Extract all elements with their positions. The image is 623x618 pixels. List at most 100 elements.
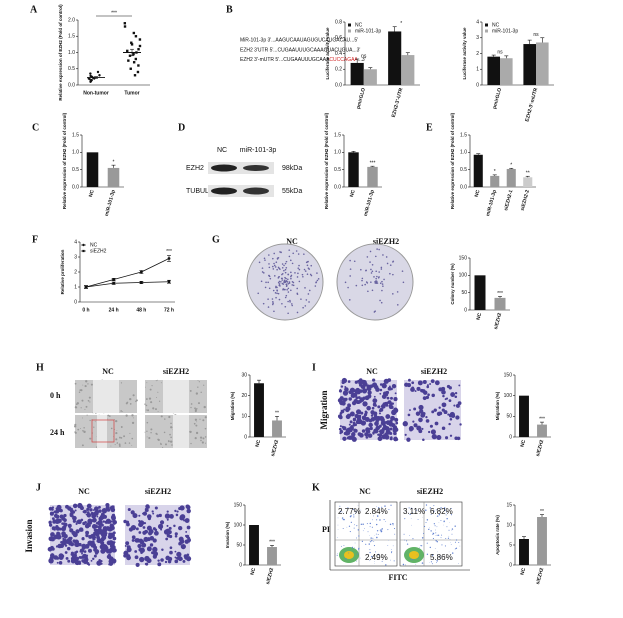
colony [347, 286, 349, 289]
colony [291, 262, 294, 265]
texture [415, 563, 417, 565]
colony [355, 284, 358, 287]
y-tick-label: 1.5 [68, 34, 75, 40]
texture [95, 521, 99, 525]
colony [283, 269, 285, 272]
texture [74, 406, 78, 409]
y-tick-label: 0.0 [68, 82, 75, 88]
texture [417, 380, 423, 386]
texture [82, 417, 84, 419]
colony [382, 254, 384, 256]
texture [426, 384, 429, 387]
texture [151, 385, 153, 387]
texture [51, 553, 54, 556]
texture [145, 386, 146, 388]
texture [102, 510, 106, 513]
texture [431, 410, 435, 414]
texture [107, 534, 113, 540]
colony [289, 259, 292, 262]
texture [165, 443, 167, 446]
panel-label: H [36, 362, 44, 373]
texture [200, 439, 202, 442]
texture [92, 557, 95, 561]
texture [411, 524, 413, 526]
texture [187, 536, 191, 540]
texture [93, 426, 95, 428]
colony [375, 270, 378, 273]
texture [371, 406, 375, 410]
texture [80, 428, 81, 430]
population [409, 551, 419, 559]
texture [143, 536, 149, 542]
texture [378, 430, 381, 433]
texture [436, 435, 442, 440]
colony [302, 306, 304, 309]
quadrant-pct: 2.49% [365, 553, 388, 562]
texture [131, 421, 135, 425]
texture [157, 411, 159, 413]
colony [276, 268, 278, 271]
texture [448, 422, 451, 426]
texture [348, 553, 350, 555]
texture [353, 527, 355, 529]
texture [429, 527, 430, 529]
texture [451, 508, 453, 509]
texture [437, 551, 438, 553]
bar [107, 167, 120, 187]
texture [455, 547, 457, 550]
texture [105, 505, 110, 510]
x-tick-label: NC [476, 312, 484, 321]
texture [101, 523, 104, 527]
colony [371, 289, 374, 292]
legend-label: miR-101-3p [355, 28, 381, 34]
texture [178, 536, 184, 542]
column-label: siEZH2 [145, 487, 171, 496]
colony [367, 290, 369, 293]
texture [355, 387, 361, 393]
y-tick-label: 30 [241, 372, 247, 378]
texture [341, 517, 344, 519]
texture [453, 404, 456, 407]
texture [110, 527, 114, 531]
texture [352, 508, 354, 510]
texture [349, 428, 353, 433]
texture [84, 385, 87, 388]
texture [83, 509, 87, 514]
texture [404, 518, 406, 520]
texture [378, 507, 380, 509]
texture [203, 384, 205, 386]
point [137, 48, 140, 51]
texture [51, 517, 55, 521]
texture [429, 507, 432, 509]
texture [390, 387, 393, 391]
texture [414, 423, 417, 426]
texture [367, 390, 372, 395]
texture [337, 524, 339, 526]
texture [64, 551, 68, 554]
texture [433, 505, 435, 507]
legend-label: NC [492, 22, 500, 28]
texture [156, 433, 158, 436]
texture [406, 540, 408, 542]
colony [268, 275, 271, 278]
texture [145, 398, 148, 400]
texture [387, 386, 392, 391]
column-label: NC [78, 487, 90, 496]
texture [195, 424, 198, 427]
texture [425, 416, 428, 419]
texture [337, 537, 339, 538]
colony [269, 277, 272, 280]
texture [76, 520, 80, 524]
colony [279, 285, 281, 287]
texture [351, 546, 354, 548]
texture [369, 551, 371, 554]
texture [74, 425, 77, 428]
texture [49, 556, 54, 561]
sequence: MiR-101-3p 3'...AAGUCAAUAGUGUCAUGACAU...… [240, 37, 358, 43]
legend-swatch [485, 29, 488, 33]
colony [369, 261, 371, 263]
y-tick-label: 0.8 [335, 19, 342, 25]
texture [373, 411, 378, 416]
texture [409, 409, 411, 412]
texture [393, 527, 396, 530]
